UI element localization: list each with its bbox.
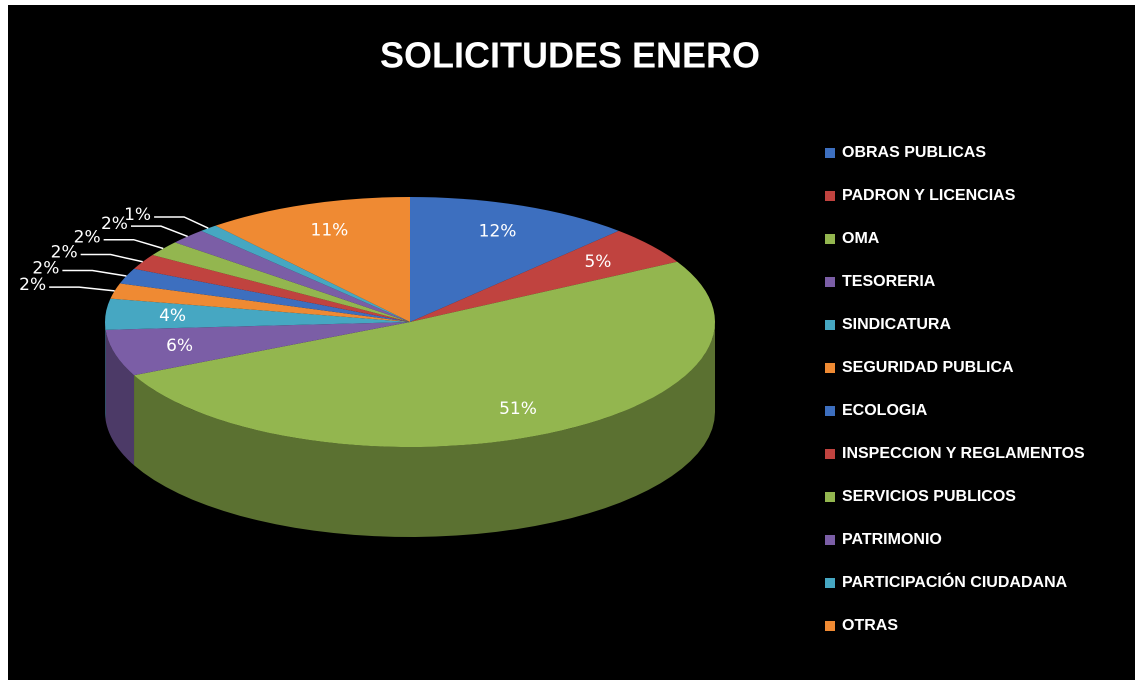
legend-label: OMA — [842, 230, 880, 247]
data-label: 11% — [311, 220, 349, 240]
legend-label: PARTICIPACIÓN CIUDADANA — [842, 572, 1068, 591]
leader-line — [62, 269, 127, 277]
data-label: 2% — [32, 258, 59, 278]
legend-label: SINDICATURA — [842, 316, 951, 333]
legend-label: TESORERIA — [842, 273, 936, 290]
legend-swatch — [825, 234, 835, 244]
leader-line — [154, 216, 209, 229]
legend-label: PADRON Y LICENCIAS — [842, 187, 1016, 204]
legend-label: OTRAS — [842, 617, 898, 634]
leader-line — [103, 238, 164, 250]
leader-line — [49, 286, 115, 292]
legend-label: SERVICIOS PUBLICOS — [842, 488, 1016, 505]
legend-swatch — [825, 406, 835, 416]
chart-title: SOLICITUDES ENERO — [380, 35, 760, 76]
slice-side — [134, 322, 715, 537]
leader-line — [80, 253, 143, 263]
data-label: 2% — [51, 243, 78, 263]
legend-swatch — [825, 363, 835, 373]
data-label: 1% — [124, 205, 151, 225]
legend-label: ECOLOGIA — [842, 402, 928, 419]
pie-slice — [152, 242, 410, 322]
pie-slice — [105, 298, 411, 330]
data-label: 4% — [159, 306, 186, 326]
legend-label: SEGURIDAD PUBLICA — [842, 359, 1014, 376]
data-label: 2% — [19, 275, 46, 295]
legend-swatch — [825, 535, 835, 545]
pie-slice — [410, 230, 678, 322]
pie-slice — [134, 261, 715, 447]
data-label: 6% — [166, 336, 193, 356]
slice-side — [105, 329, 135, 466]
slice-side — [105, 322, 106, 420]
legend-label: INSPECCION Y REGLAMENTOS — [842, 445, 1085, 462]
legend-label: OBRAS PUBLICAS — [842, 144, 986, 161]
pie-slice — [105, 322, 411, 376]
legend-swatch — [825, 148, 835, 158]
pie-slice — [410, 197, 619, 322]
data-label: 2% — [101, 214, 128, 234]
legend-swatch — [825, 492, 835, 502]
pie-slice — [134, 255, 410, 322]
pie-slice — [174, 230, 410, 322]
data-label: 5% — [584, 252, 611, 272]
legend-label: PATRIMONIO — [842, 531, 942, 548]
pie-slice — [215, 197, 410, 322]
legend-swatch — [825, 449, 835, 459]
legend-swatch — [825, 578, 835, 588]
pie-slice — [119, 268, 410, 322]
data-label: 12% — [479, 221, 517, 241]
legend-swatch — [825, 191, 835, 201]
pie-slice — [110, 283, 410, 322]
data-label: 2% — [74, 228, 101, 248]
legend-swatch — [825, 277, 835, 287]
legend-swatch — [825, 320, 835, 330]
pie-slice — [201, 225, 410, 322]
legend-swatch — [825, 621, 835, 631]
leader-line — [130, 225, 188, 238]
data-label: 51% — [499, 399, 537, 419]
